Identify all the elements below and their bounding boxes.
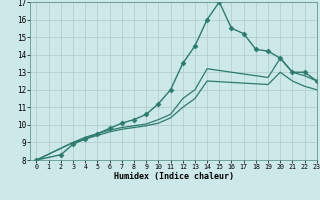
X-axis label: Humidex (Indice chaleur): Humidex (Indice chaleur) [114, 172, 234, 181]
